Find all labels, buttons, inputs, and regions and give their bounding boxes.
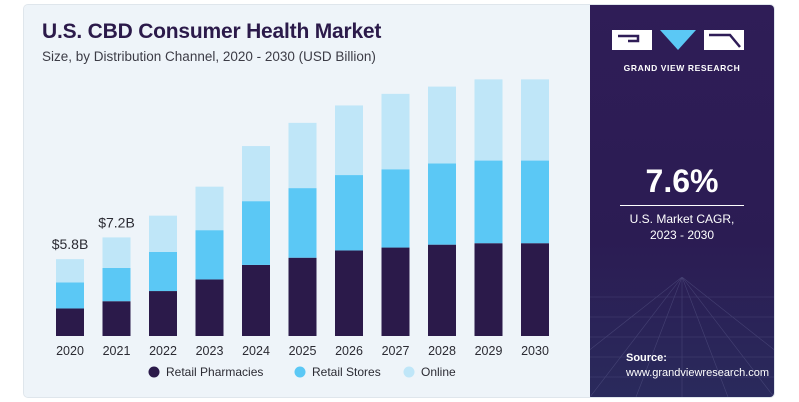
bar-retail-pharmacies-2028 (428, 244, 456, 336)
bar-retail-pharmacies-2024 (242, 264, 270, 336)
bar-retail-stores-2022 (149, 251, 177, 292)
bar-retail-pharmacies-2022 (149, 291, 177, 336)
x-tick-label-2024: 2024 (242, 344, 270, 358)
legend-label-retail-pharmacies: Retail Pharmacies (166, 365, 263, 379)
cagr-value: 7.6% (645, 163, 719, 199)
bar-retail-stores-2029 (474, 160, 503, 244)
bar-retail-stores-2030 (521, 160, 549, 244)
bar-online-2022 (149, 215, 177, 252)
bar-online-2020 (56, 259, 84, 283)
bar-online-2021 (102, 237, 131, 268)
bar-retail-pharmacies-2030 (521, 243, 549, 336)
x-tick-label-2030: 2030 (521, 344, 549, 358)
bar-retail-stores-2021 (102, 267, 131, 302)
cagr-divider (620, 205, 744, 206)
info-sidebar: GRAND VIEW RESEARCH 7.6% U.S. Market CAG… (590, 5, 774, 397)
bar-online-2025 (288, 122, 317, 189)
bar-retail-pharmacies-2023 (195, 279, 224, 336)
stacked-bar-chart: 2020 2021 2022 2023 2024 2025 2026 2027 2028 2029… (52, 79, 549, 379)
source-url[interactable]: www.grandviewresearch.com (626, 367, 770, 379)
chart-subtitle: Size, by Distribution Channel, 2020 - 20… (42, 49, 376, 64)
chart-panel: U.S. CBD Consumer Health Market Size, by… (24, 5, 590, 397)
bar-online-2028 (428, 86, 456, 164)
bar-retail-stores-2027 (381, 169, 410, 248)
data-label-2021: $7.2B (98, 214, 135, 230)
bar-retail-pharmacies-2027 (381, 247, 410, 336)
x-tick-label-2028: 2028 (428, 344, 456, 358)
bar-retail-stores-2026 (335, 175, 363, 251)
infographic-card: U.S. CBD Consumer Health Market Size, by… (24, 5, 774, 397)
bar-online-2030 (521, 79, 549, 161)
legend-marker-retail-stores (294, 366, 306, 378)
bar-retail-stores-2024 (242, 201, 270, 265)
x-tick-label-2026: 2026 (335, 344, 363, 358)
bar-retail-stores-2028 (428, 163, 456, 245)
chart-title: U.S. CBD Consumer Health Market (42, 20, 382, 43)
x-tick-label-2027: 2027 (382, 344, 410, 358)
x-tick-label-2029: 2029 (475, 344, 503, 358)
x-tick-label-2022: 2022 (149, 344, 177, 358)
bar-retail-pharmacies-2029 (474, 243, 503, 336)
bar-retail-stores-2025 (288, 188, 317, 258)
bar-retail-pharmacies-2021 (102, 301, 131, 336)
grand-view-research-logo-icon (612, 30, 744, 50)
bar-online-2023 (195, 186, 224, 231)
data-label-2020: $5.8B (52, 236, 89, 252)
bar-retail-stores-2020 (56, 282, 84, 309)
bar-retail-pharmacies-2020 (56, 308, 84, 336)
legend-label-retail-stores: Retail Stores (312, 365, 381, 379)
bar-online-2024 (242, 146, 270, 202)
legend-marker-online (403, 366, 415, 378)
x-tick-label-2023: 2023 (196, 344, 224, 358)
bar-retail-stores-2023 (195, 230, 224, 280)
bar-retail-pharmacies-2026 (335, 250, 363, 336)
bar-online-2029 (474, 79, 503, 161)
bar-online-2026 (335, 105, 363, 176)
legend-label-online: Online (421, 365, 456, 379)
source-label: Source: (626, 352, 667, 364)
x-tick-label-2020: 2020 (56, 344, 84, 358)
cagr-label: U.S. Market CAGR, 2023 - 2030 (629, 212, 735, 242)
grid-decoration-icon (590, 277, 774, 397)
x-tick-label-2025: 2025 (289, 344, 317, 358)
legend-marker-retail-pharmacies (148, 366, 160, 378)
brand-name: GRAND VIEW RESEARCH (623, 63, 741, 73)
bar-retail-pharmacies-2025 (288, 257, 317, 336)
x-tick-label-2021: 2021 (103, 344, 131, 358)
bar-online-2027 (381, 93, 410, 170)
